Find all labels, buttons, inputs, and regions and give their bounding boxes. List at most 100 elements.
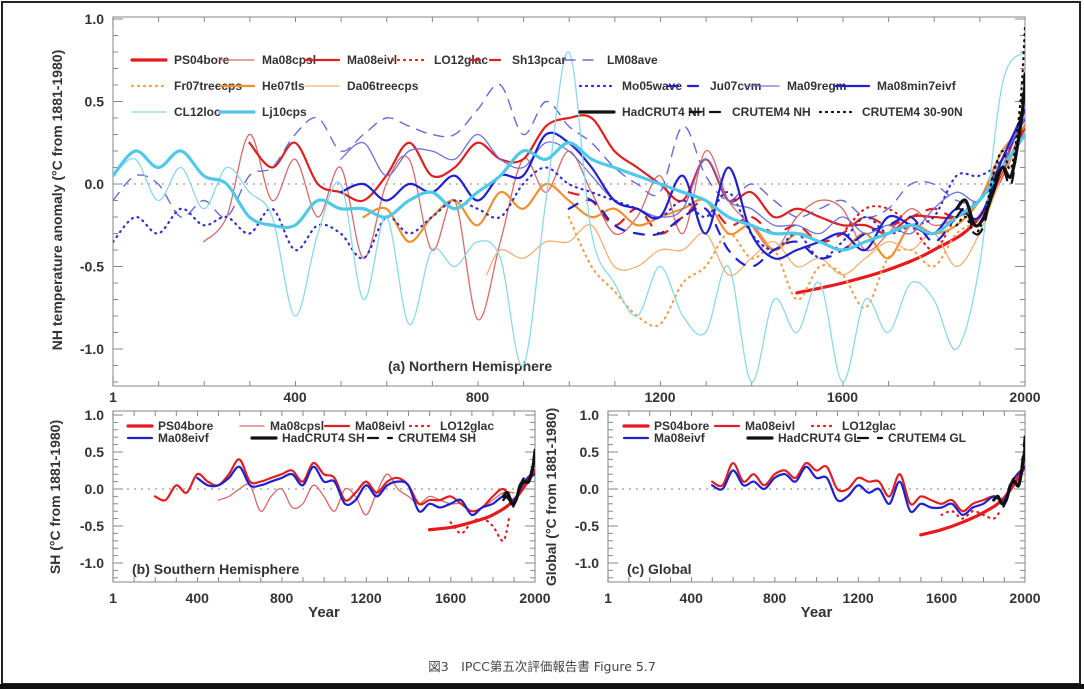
legend-label: LO12glac: [842, 419, 896, 433]
legend-label: LO12glac: [440, 419, 494, 433]
series-line-da06treecps: [486, 133, 1025, 277]
x-tick-label: 1600: [926, 590, 957, 606]
legend-label: Lj10cps: [262, 105, 307, 119]
panel-b: 1.0 0.5 0.0 -0.5 -1.0 1 400 800 1200 1600 2000 Year…: [47, 407, 551, 621]
x-tick-label: 400: [186, 590, 210, 606]
y-tick-label: 1.0: [85, 407, 105, 423]
legend-label: CRUTEM4 GL: [888, 431, 966, 445]
legend-label: Ma08eivl: [347, 53, 397, 67]
bottom-border: [0, 684, 1084, 689]
y-tick-label: 0.0: [85, 481, 105, 497]
legend-label: LM08ave: [607, 53, 658, 67]
figure-caption: 図3 IPCC第五次評価報告書 Figure 5.7: [428, 659, 656, 674]
legend-label: HadCRUT4 GL: [778, 431, 861, 445]
series-line-ps04bore: [427, 468, 535, 532]
legend-label: LO12glac: [434, 53, 488, 67]
legend-label: CL12loc: [174, 105, 221, 119]
series-line-crutem4-sh: [502, 447, 535, 509]
legend-label: PS04bore: [654, 419, 710, 433]
x-tick-label: 1200: [843, 590, 874, 606]
x-axis-label: Year: [801, 604, 833, 621]
series-line-crutem4-30-90n: [955, 26, 1025, 235]
x-tick-label: 800: [763, 590, 787, 606]
x-tick-label: 1200: [644, 389, 675, 405]
legend-label: Ma08eivf: [158, 431, 210, 445]
series-line-ma08eivf: [196, 465, 535, 517]
y-tick-label: -0.5: [80, 518, 104, 534]
legend-label: Ma08eivl: [355, 419, 405, 433]
legend-label: Ma08min7eivf: [877, 79, 957, 93]
series-line-ju07cvm: [567, 116, 1025, 268]
panel-title: (a) Northern Hemisphere: [388, 358, 552, 374]
series-line-crutem4-gl: [992, 432, 1025, 509]
y-axis-label: NH temperature anomaly (°C from 1881-198…: [49, 50, 65, 350]
series-line-mo05wave: [113, 116, 1025, 260]
x-tick-label: 2000: [519, 590, 550, 606]
panel-title: (c) Global: [627, 561, 692, 577]
x-tick-label: 1600: [827, 389, 858, 405]
legend-label: Fr07treecps: [174, 79, 242, 93]
legend-label: HadCRUT4 NH: [622, 105, 705, 119]
series-line-sh13pcar: [567, 116, 1025, 244]
legend-label: Sh13pcar: [512, 53, 566, 67]
series-line-ma08eivl: [710, 461, 1025, 513]
legend-label: CRUTEM4 SH: [398, 431, 476, 445]
y-tick-label: -1.0: [575, 555, 599, 571]
x-tick-label: 2000: [1009, 389, 1040, 405]
y-tick-label: 1.0: [580, 407, 600, 423]
series-line-ma09regm: [340, 117, 1025, 235]
x-tick-label: 400: [680, 590, 704, 606]
legend-label: Ju07cvm: [710, 79, 761, 93]
legend-label: Mo05wave: [622, 79, 682, 93]
legend-label: PS04bore: [158, 419, 214, 433]
y-tick-label: 0.0: [85, 176, 105, 192]
x-tick-label: 800: [466, 389, 490, 405]
series-line-ma08min7eivf: [339, 108, 1025, 260]
x-tick-label: 1: [109, 389, 117, 405]
series-group: [153, 447, 535, 542]
y-tick-label: -0.5: [80, 259, 104, 275]
y-tick-label: 1.0: [85, 11, 105, 27]
legend-label: Ma08cpsl: [270, 419, 324, 433]
legend-label: Da06treecps: [347, 79, 419, 93]
x-tick-label: 1600: [435, 590, 466, 606]
series-line-cl12loc: [113, 51, 1025, 383]
series-group: [710, 432, 1025, 537]
series-line-fr07treecps: [567, 133, 1025, 328]
legend-label: Ma08eivl: [745, 419, 795, 433]
panel-title: (b) Southern Hemisphere: [132, 561, 299, 577]
x-tick-label: 1: [109, 590, 117, 606]
y-tick-label: 0.5: [85, 444, 105, 460]
legend-label: CRUTEM4 NH: [732, 105, 811, 119]
series-line-lj10cps: [113, 132, 1025, 252]
y-tick-label: -0.5: [575, 518, 599, 534]
x-tick-label: 400: [283, 389, 307, 405]
legend-label: Ma08cpsl: [262, 53, 316, 67]
y-tick-label: -1.0: [80, 341, 104, 357]
y-tick-label: 0.0: [580, 481, 600, 497]
series-line-ps04bore: [919, 465, 1025, 537]
legend-label: He07tls: [262, 79, 305, 93]
series-line-lo12glac: [449, 513, 511, 542]
y-axis-label: Global (°C from 1881-1980): [543, 408, 559, 586]
legend-label: Ma09regm: [787, 79, 846, 93]
y-tick-label: 0.5: [85, 94, 105, 110]
series-group: [113, 26, 1025, 383]
panel-a: 1.0 0.5 0.0 -0.5 -1.0 1 400 800 1200 1600 2000 NH t…: [49, 11, 1041, 405]
legend-label: PS04bore: [174, 53, 230, 67]
legend-label: CRUTEM4 30-90N: [862, 105, 963, 119]
panel-c: 1.0 0.5 0.0 -0.5 -1.0 1 400 800 1200 1600 2000 Year…: [543, 407, 1041, 621]
x-tick-label: 800: [270, 590, 294, 606]
legend-label: HadCRUT4 SH: [282, 431, 365, 445]
series-line-lm08ave: [113, 83, 1025, 219]
x-tick-label: 1200: [351, 590, 382, 606]
legend-label: Ma08eivf: [654, 431, 706, 445]
x-axis-label: Year: [308, 604, 340, 621]
y-tick-label: -1.0: [80, 555, 104, 571]
series-line-ma08cpsl: [203, 117, 1025, 321]
series-line-crutem4-nh: [955, 67, 1025, 236]
y-tick-label: 0.5: [580, 444, 600, 460]
series-line-ma08eivf: [710, 465, 1025, 517]
x-tick-label: 1: [604, 590, 612, 606]
